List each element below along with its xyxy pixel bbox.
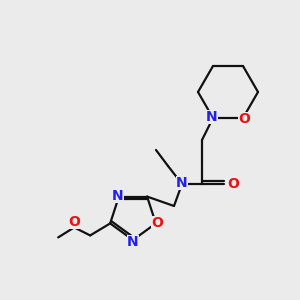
Text: O: O (227, 177, 239, 191)
Text: N: N (112, 189, 124, 202)
Text: O: O (238, 112, 250, 126)
Text: N: N (176, 176, 188, 190)
Text: O: O (151, 216, 163, 230)
Text: N: N (127, 235, 139, 249)
Text: N: N (206, 110, 218, 124)
Text: O: O (68, 215, 80, 230)
